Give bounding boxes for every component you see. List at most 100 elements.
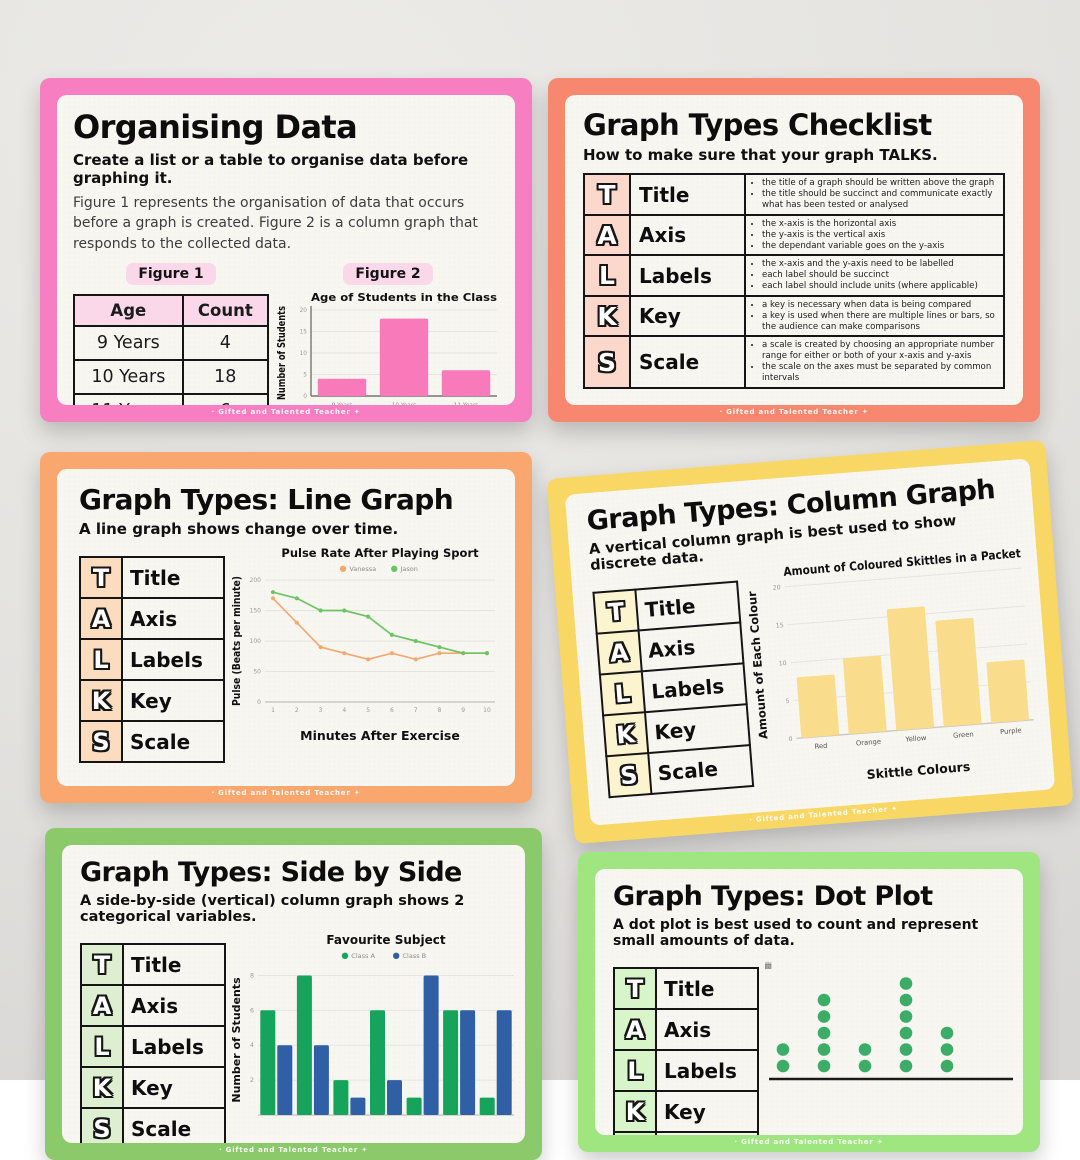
talks-row: S Scale xyxy=(79,720,225,764)
word-cell: Labels xyxy=(121,638,225,682)
y-axis-label: Number of Students xyxy=(276,306,288,400)
svg-text:11 Years: 11 Years xyxy=(454,403,479,405)
svg-text:0: 0 xyxy=(788,736,793,743)
letter-cell: K xyxy=(80,1066,124,1110)
svg-text:9 Years: 9 Years xyxy=(332,403,353,405)
outlined-letter: K xyxy=(91,686,111,715)
bar xyxy=(277,1045,293,1116)
svg-text:10: 10 xyxy=(300,351,308,357)
word-cell: Labels xyxy=(122,1025,226,1069)
data-point xyxy=(413,639,418,644)
svg-text:7: 7 xyxy=(414,707,418,714)
data-point xyxy=(294,620,299,626)
svg-text:5: 5 xyxy=(303,372,307,378)
word-cell: Key xyxy=(655,1090,759,1134)
svg-text:2: 2 xyxy=(250,1077,254,1084)
data-point xyxy=(342,608,347,613)
outlined-letter: A xyxy=(608,638,630,668)
svg-text:150: 150 xyxy=(250,608,262,615)
bar xyxy=(379,318,429,396)
data-point xyxy=(366,657,371,662)
svg-text:4: 4 xyxy=(342,707,346,714)
bar xyxy=(333,1080,349,1116)
svg-text:Yellow: Yellow xyxy=(904,734,927,744)
svg-text:Orange: Orange xyxy=(856,738,882,748)
x-axis-label: Skittle Colours xyxy=(866,759,971,782)
svg-text:15: 15 xyxy=(300,329,308,335)
figure2-label: Figure 2 xyxy=(343,262,433,285)
content-row: T Title A Axis L Labels K Key S Scale 0 5 10 15 20 Amo… xyxy=(591,547,1034,808)
dot xyxy=(817,1027,831,1040)
card-body-text: Figure 1 represents the organisation of … xyxy=(73,194,478,253)
bar xyxy=(496,1010,512,1116)
svg-text:20: 20 xyxy=(300,308,308,314)
figure1-label: Figure 1 xyxy=(126,262,216,285)
outlined-letter: T xyxy=(626,974,644,1003)
outlined-letter: S xyxy=(92,727,110,756)
word-cell: Axis xyxy=(122,984,226,1028)
outlined-letter: A xyxy=(91,604,111,633)
dot xyxy=(899,1010,913,1024)
svg-text:1: 1 xyxy=(271,707,275,714)
line-series xyxy=(272,591,487,655)
data-point xyxy=(413,657,418,662)
outlined-letter: A xyxy=(597,220,617,250)
svg-text:4: 4 xyxy=(250,1043,254,1050)
letter-cell: L xyxy=(79,638,123,682)
outlined-letter: K xyxy=(625,1097,645,1126)
letter-cell: S xyxy=(79,720,123,764)
svg-text:8: 8 xyxy=(438,707,442,714)
bullet-item: a key is used when there are multiple li… xyxy=(762,311,997,333)
bar xyxy=(317,378,367,396)
table-cell: 11 Years xyxy=(73,392,184,405)
bullet-item: the scale on the axes must be separated … xyxy=(762,362,997,384)
bar xyxy=(260,1010,276,1116)
talks-row: L Labels xyxy=(79,638,225,682)
talks-row: T Title xyxy=(80,943,226,987)
bullets-cell: the x-axis and the y-axis need to be lab… xyxy=(744,254,1005,297)
outlined-letter: T xyxy=(93,950,111,979)
brand-watermark: · Gifted and Talented Teacher ✦ xyxy=(734,1138,884,1146)
word-cell: Axis xyxy=(121,597,225,641)
legend-swatch xyxy=(339,565,347,573)
data-point xyxy=(270,596,276,601)
legend-label: Jason xyxy=(400,565,418,573)
talks-table: T Title A Axis L Labels K Key S Scale xyxy=(80,943,226,1143)
bullet-item: a scale is created by choosing an approp… xyxy=(762,340,997,362)
table-cell: 10 Years xyxy=(73,358,184,395)
bullet-item: the dependant variable goes on the y-axi… xyxy=(762,241,997,252)
letter-cell: T xyxy=(613,967,657,1011)
letter-cell: A xyxy=(613,1008,657,1052)
outlined-letter: L xyxy=(599,261,615,291)
dot xyxy=(858,1060,872,1073)
svg-text:3: 3 xyxy=(319,707,323,714)
outlined-letter: L xyxy=(627,1056,643,1085)
talks-row: A Axis xyxy=(80,984,226,1028)
bullet-item: each label should be succinct xyxy=(762,270,997,281)
svg-text:15: 15 xyxy=(776,622,784,630)
word-cell: Key xyxy=(122,1066,226,1110)
letter-cell: T xyxy=(79,556,123,600)
svg-text:10: 10 xyxy=(483,707,491,714)
talks-row: K Key xyxy=(79,679,225,723)
bullets-cell: a key is necessary when data is being co… xyxy=(744,294,1005,338)
card-graph-types-checklist: Graph Types Checklist How to make sure t… xyxy=(548,78,1040,422)
legend-label: Class A xyxy=(351,952,375,960)
svg-text:50: 50 xyxy=(253,669,261,676)
outlined-letter: A xyxy=(92,991,112,1020)
outlined-letter: S xyxy=(93,1114,111,1143)
bar xyxy=(387,1080,402,1116)
talks-row: L Labels xyxy=(80,1025,226,1069)
data-point xyxy=(461,651,466,656)
dot xyxy=(899,1027,913,1040)
talks-row: S Scale xyxy=(80,1107,226,1143)
card-title: Graph Types: Side by Side xyxy=(80,857,462,888)
word-cell: Scale xyxy=(121,720,225,764)
outlined-letter: S xyxy=(597,347,616,377)
table-cell: 6 xyxy=(181,392,270,405)
content-row: T Title A Axis L Labels K Key S Scale 0 50 100 150 20… xyxy=(79,544,495,764)
data-point xyxy=(484,651,490,656)
talks-checklist-table: T Title the title of a graph should be wri… xyxy=(583,173,1005,389)
